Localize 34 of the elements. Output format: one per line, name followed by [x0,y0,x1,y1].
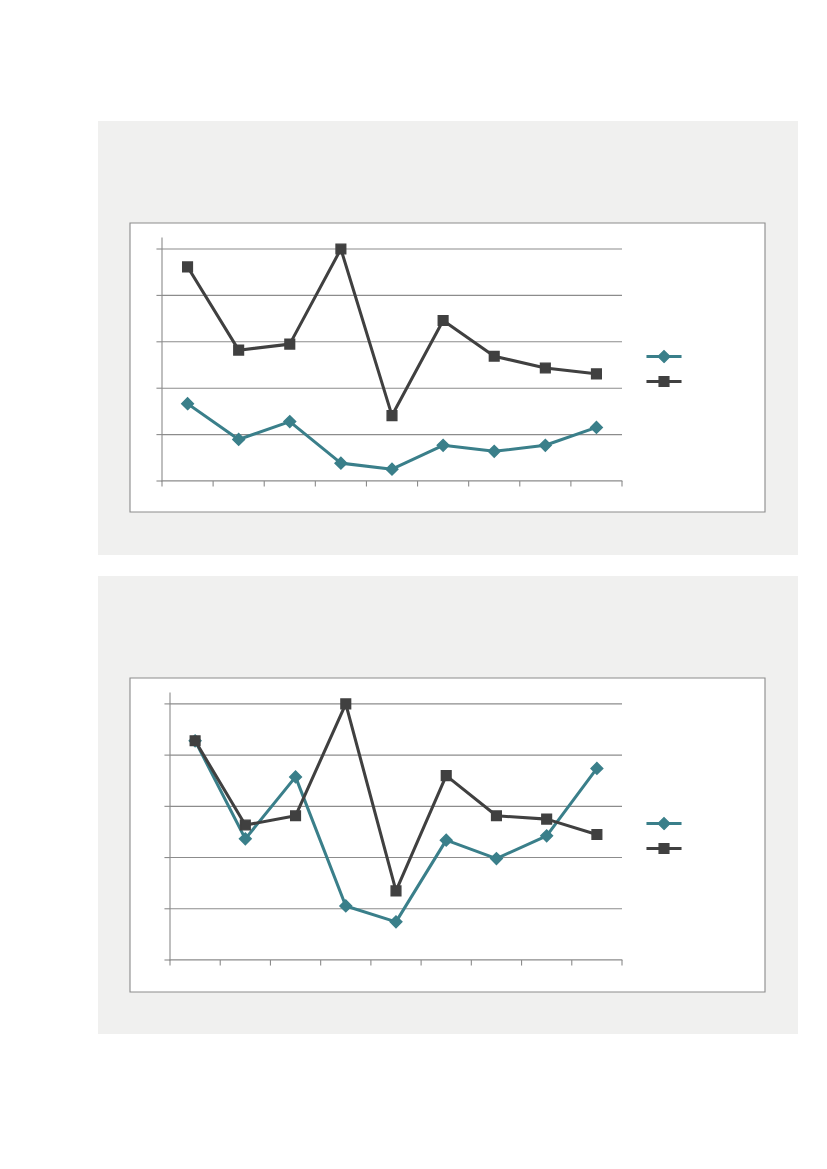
point [232,432,246,447]
point [539,362,551,374]
point [284,338,296,350]
point [540,829,554,843]
point [239,819,251,831]
point [538,438,552,452]
point [386,410,398,422]
point [339,899,353,913]
point [180,397,195,411]
point [490,810,503,822]
point [288,770,303,784]
point [436,438,450,452]
point [238,832,252,846]
point [340,698,352,710]
point [334,456,348,470]
point [437,314,449,327]
point [488,350,500,362]
point [590,368,603,380]
point [289,810,302,822]
point [335,243,347,255]
point [440,770,452,782]
point [389,915,403,929]
point [181,261,194,273]
point [590,761,604,776]
point [489,851,504,866]
point [439,833,453,847]
point [385,462,399,476]
point [283,415,297,429]
point [541,813,553,825]
point [591,828,603,841]
point [390,885,402,897]
point [487,444,501,458]
point [589,420,604,434]
point [233,344,245,356]
